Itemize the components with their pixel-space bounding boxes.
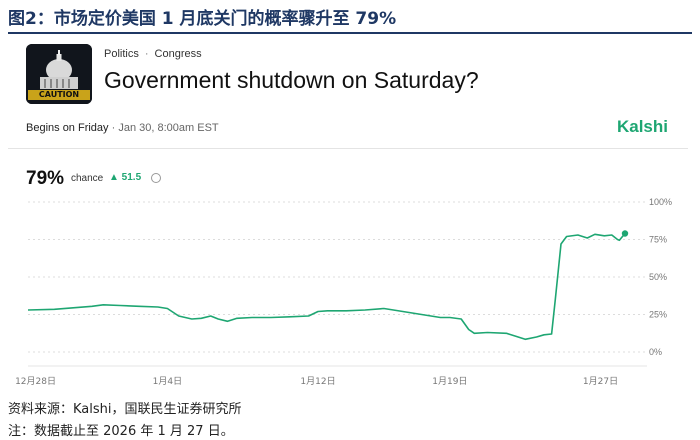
figure-note: 注：数据截止至 2026 年 1 月 27 日。 <box>8 424 234 439</box>
x-tick-label: 1月4日 <box>153 376 182 387</box>
current-point <box>621 230 629 237</box>
begins-separator: · <box>111 122 116 134</box>
breadcrumb-subcategory[interactable]: Congress <box>154 48 202 60</box>
y-tick-label: 25% <box>649 310 667 320</box>
y-tick-label: 0% <box>649 347 662 357</box>
market-thumbnail[interactable]: CAUTION <box>26 44 92 104</box>
header-divider <box>8 148 688 149</box>
kalshi-logo[interactable]: Kalshi <box>616 117 668 136</box>
y-tick-label: 75% <box>649 235 667 245</box>
title-rule <box>8 32 692 34</box>
probability-chart: 100% 75% 50% 25% 0% 12月28日 1月4日 1月12日 1月19日 1月27日 <box>15 197 672 387</box>
breadcrumb-category[interactable]: Politics <box>104 48 139 60</box>
info-icon[interactable] <box>151 173 161 183</box>
begins-label: Begins on Friday <box>26 122 109 134</box>
probability-line <box>27 232 626 341</box>
probability-value: 79% <box>26 168 65 189</box>
begins-date: Jan 30, 8:00am EST <box>118 122 219 134</box>
caution-tape: CAUTION <box>28 90 90 100</box>
figure-title: 图2：市场定价美国 1 月底关门的概率骤升至 79% <box>8 9 397 29</box>
market-schedule: Begins on Friday · Jan 30, 8:00am EST <box>26 122 219 134</box>
market-card: CAUTION Politics · Congress Government shu… <box>8 36 688 392</box>
chance-label: chance <box>71 173 104 184</box>
probability-delta: ▲ 51.5 <box>109 172 142 183</box>
x-tick-label: 1月27日 <box>583 376 618 387</box>
x-tick-label: 1月19日 <box>432 376 467 387</box>
breadcrumb-separator: · <box>144 48 149 60</box>
breadcrumb: Politics · Congress <box>104 48 202 60</box>
figure-source: 资料来源：Kalshi，国联民生证券研究所 <box>8 402 242 417</box>
x-tick-label: 12月28日 <box>15 376 56 387</box>
x-tick-label: 1月12日 <box>300 376 335 387</box>
y-tick-label: 100% <box>649 197 672 207</box>
market-question: Government shutdown on Saturday? <box>104 67 479 93</box>
y-tick-label: 50% <box>649 272 667 282</box>
